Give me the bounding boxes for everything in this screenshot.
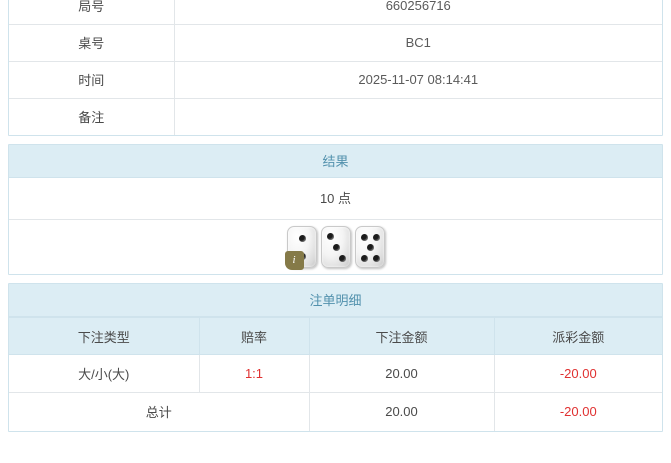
- die-pip: [360, 234, 368, 241]
- table-row: 时间 2025-11-07 08:14:41: [9, 60, 662, 99]
- die-pip: [360, 255, 368, 262]
- round-info-table: 局号 660256716 桌号 BC1 时间 2025-11-07 08:14:…: [9, 0, 662, 135]
- die-pip: [298, 235, 306, 242]
- table-row: 备注: [9, 97, 662, 135]
- die-pip: [338, 255, 346, 262]
- bet-detail-title: 注单明细: [9, 284, 662, 317]
- info-value-table-no: BC1: [173, 23, 662, 62]
- bet-detail-panel: 注单明细 下注类型 赔率 下注金额 派彩金额 大/小(大) 1:1 20.00 …: [8, 283, 663, 432]
- die-pip: [332, 244, 340, 251]
- cell-odds: 1:1: [198, 354, 310, 393]
- result-panel: 结果 10 点 i: [8, 144, 663, 275]
- table-row: 局号 660256716: [9, 0, 662, 25]
- column-header-payout-amount: 派彩金额: [493, 317, 662, 355]
- result-panel-title: 结果: [9, 145, 662, 178]
- info-icon[interactable]: i: [284, 251, 304, 270]
- die-pip: [372, 234, 380, 241]
- die-1: i: [284, 226, 317, 270]
- cell-total-label: 总计: [9, 392, 310, 431]
- column-header-odds: 赔率: [198, 317, 310, 355]
- dice-group: i: [9, 220, 662, 274]
- info-label-table-no: 桌号: [9, 23, 175, 62]
- table-row: 大/小(大) 1:1 20.00 -20.00: [9, 354, 662, 393]
- cell-payout-amount: -20.00: [493, 354, 662, 393]
- column-header-bet-type: 下注类型: [9, 317, 200, 355]
- table-total-row: 总计 20.00 -20.00: [9, 392, 662, 431]
- table-row: 桌号 BC1: [9, 23, 662, 62]
- info-value-round-no: 660256716: [173, 0, 662, 25]
- bet-detail-table: 下注类型 赔率 下注金额 派彩金额 大/小(大) 1:1 20.00 -20.0…: [9, 317, 662, 431]
- cell-bet-type: 大/小(大): [9, 354, 200, 393]
- round-info-panel: 局号 660256716 桌号 BC1 时间 2025-11-07 08:14:…: [8, 0, 663, 136]
- table-header-row: 下注类型 赔率 下注金额 派彩金额: [9, 317, 662, 355]
- info-label-time: 时间: [9, 60, 175, 99]
- cell-bet-amount: 20.00: [308, 354, 495, 393]
- die-pip: [366, 244, 374, 251]
- info-label-remark: 备注: [9, 97, 175, 135]
- die-3: [354, 226, 385, 268]
- info-value-remark: [173, 97, 662, 135]
- game-result-page: 局号 660256716 桌号 BC1 时间 2025-11-07 08:14:…: [8, 0, 663, 432]
- result-total-points: 10 点: [9, 178, 662, 220]
- die-2: [320, 226, 351, 268]
- cell-total-bet-amount: 20.00: [308, 392, 495, 431]
- info-label-round-no: 局号: [9, 0, 175, 25]
- die-pip: [372, 255, 380, 262]
- column-header-bet-amount: 下注金额: [308, 317, 495, 355]
- info-value-time: 2025-11-07 08:14:41: [173, 60, 662, 99]
- cell-total-payout-amount: -20.00: [493, 392, 662, 431]
- die-pip: [326, 233, 334, 240]
